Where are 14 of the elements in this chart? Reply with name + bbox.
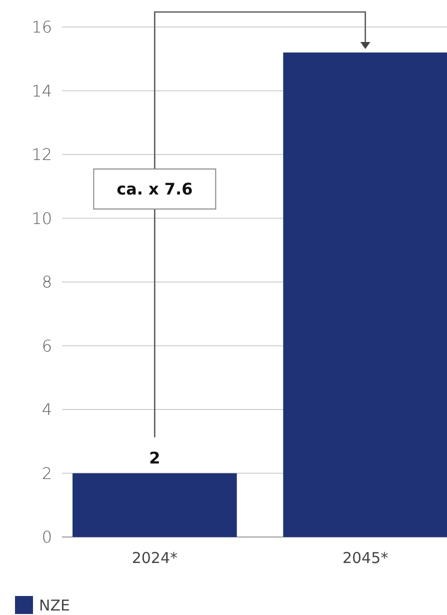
- y-tick-label: 12: [32, 145, 52, 164]
- annotation: ca. x 7.6: [116, 180, 193, 199]
- text: 2: [149, 448, 160, 468]
- y-tick-label: 8: [42, 272, 52, 292]
- legend-label: NZE: [39, 596, 70, 614]
- y-tick-label: 16: [32, 18, 52, 37]
- y-tick-label: 10: [32, 208, 52, 228]
- x-tick-label: 2024*: [132, 549, 178, 567]
- y-tick-label: 2: [42, 464, 52, 483]
- x-tick-label: 2045*: [342, 549, 389, 567]
- y-tick-label: 14: [32, 81, 52, 100]
- y-tick-label: 6: [42, 336, 52, 356]
- y-tick-label: 0: [42, 528, 52, 547]
- y-tick-label: 4: [42, 400, 52, 420]
